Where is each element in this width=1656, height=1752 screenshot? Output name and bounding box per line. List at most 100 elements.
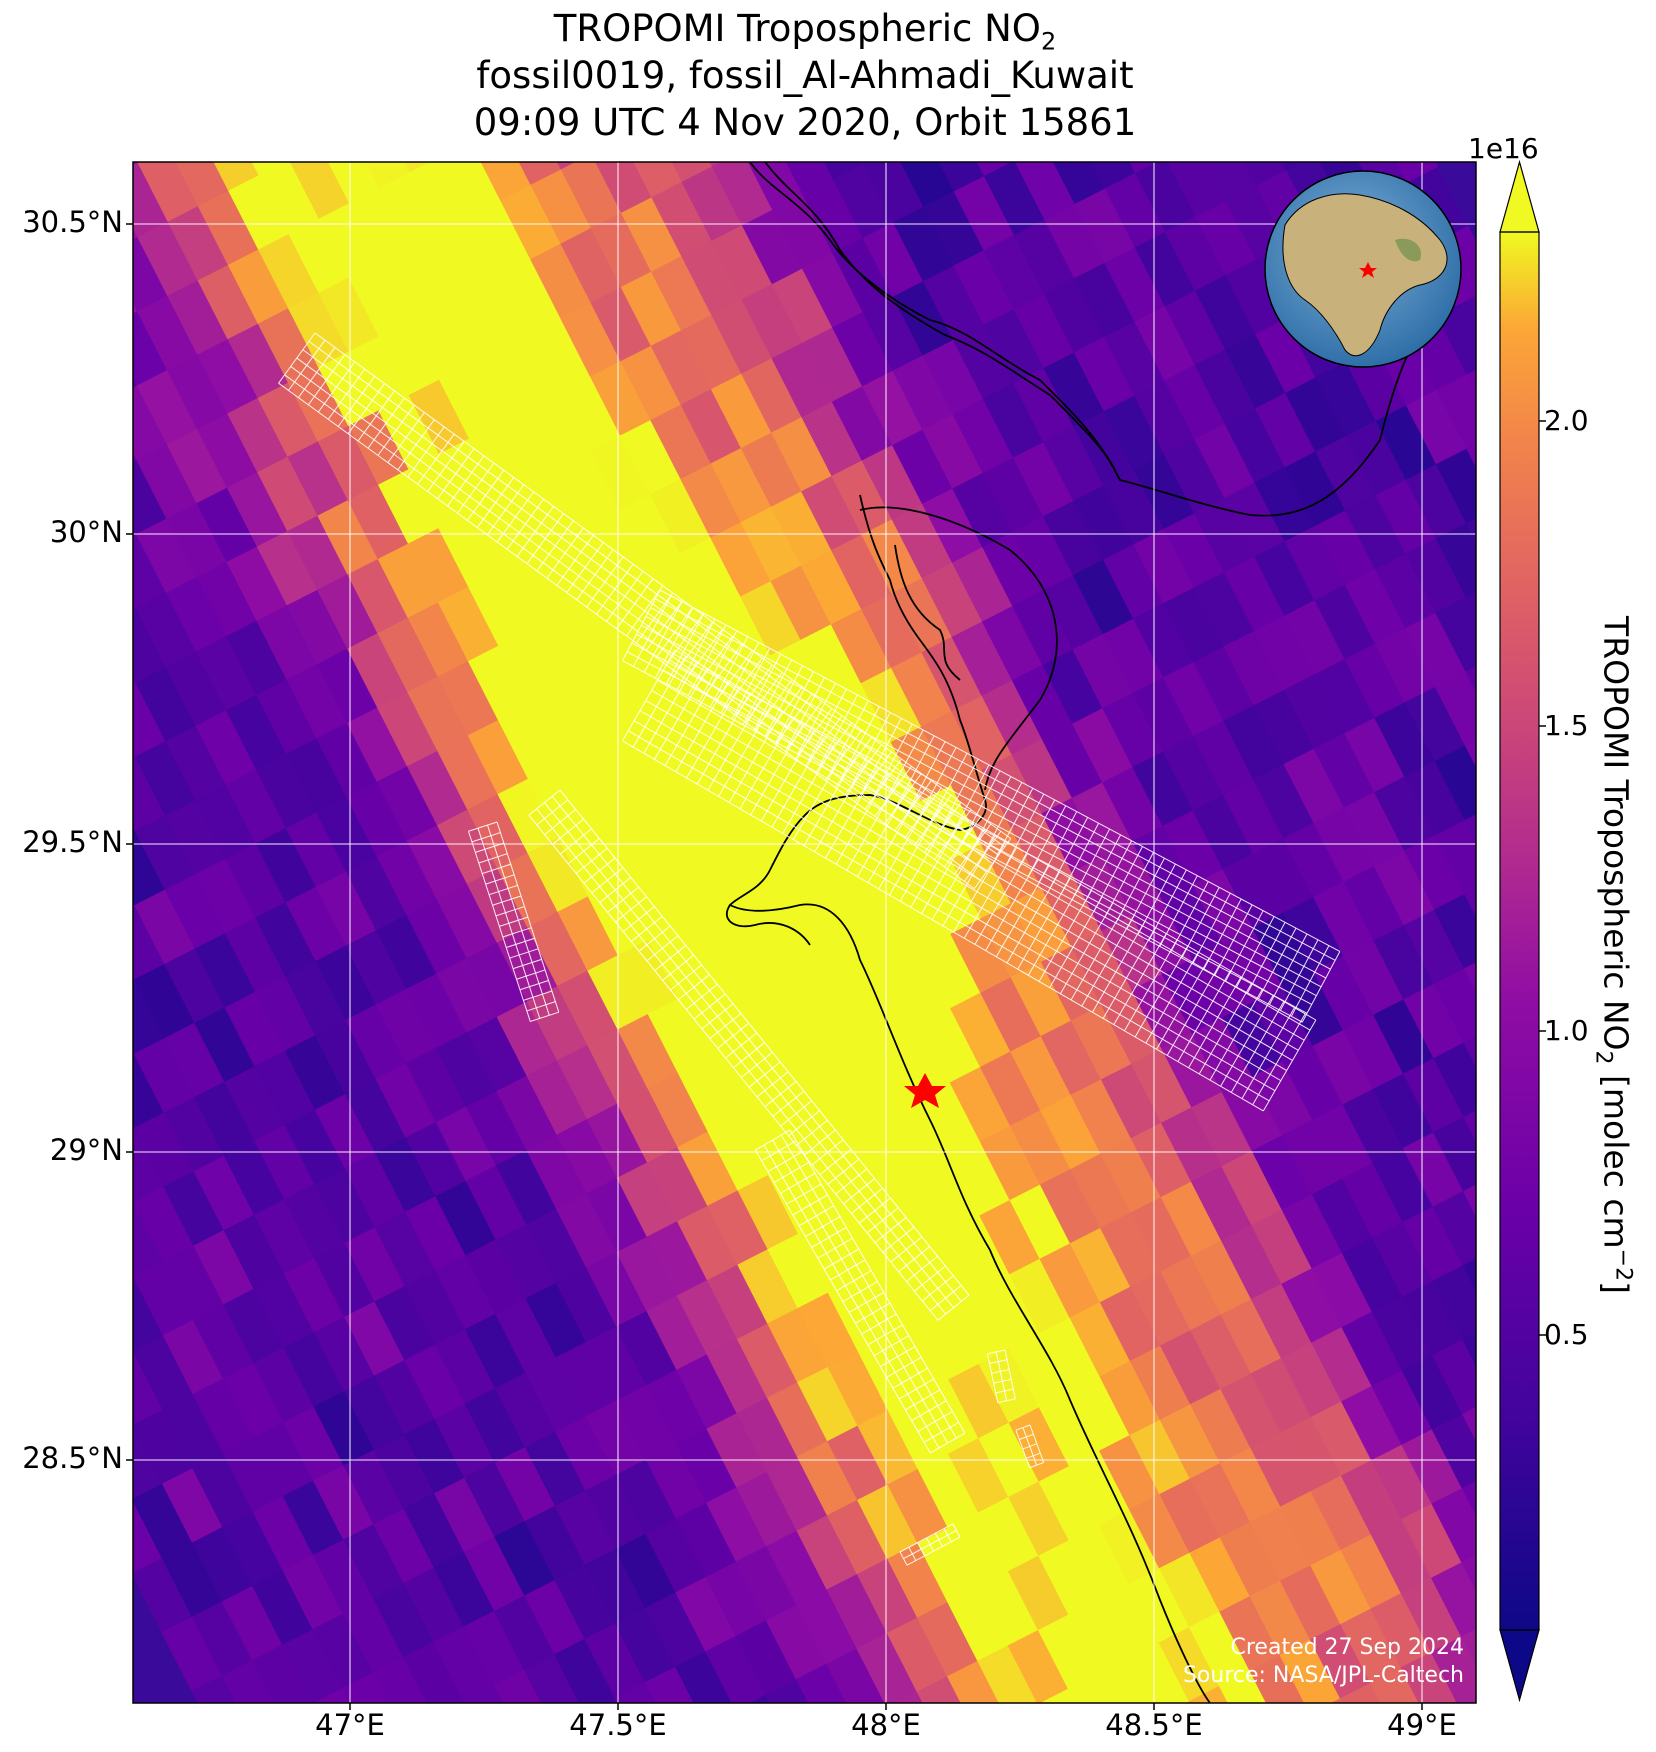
no2-pixel: [1223, 630, 1286, 707]
no2-pixel: [938, 162, 986, 193]
no2-pixel: [1128, 1567, 1191, 1644]
no2-pixel: [736, 1397, 799, 1473]
no2-pixel: [615, 1533, 677, 1609]
no2-pixel: [771, 342, 834, 419]
no2-pixel: [469, 199, 532, 276]
no2-pixel: [134, 889, 196, 965]
no2-pixel: [497, 704, 560, 780]
no2-pixel: [559, 376, 622, 452]
no2-pixel: [1189, 1537, 1251, 1613]
no2-pixel: [164, 948, 226, 1024]
no2-pixel: [313, 1465, 375, 1541]
no2-pixel: [1220, 1447, 1282, 1523]
no2-pixel: [345, 1078, 407, 1154]
no2-pixel: [525, 1208, 588, 1284]
no2-pixel: [1340, 1459, 1403, 1536]
no2-pixel: [1162, 810, 1224, 886]
no2-pixel: [1251, 1134, 1314, 1211]
no2-pixel: [1282, 971, 1345, 1047]
no2-pixel: [376, 840, 438, 916]
no2-pixel: [222, 1511, 284, 1587]
no2-pixel: [529, 317, 592, 394]
no2-pixel: [227, 249, 290, 325]
no2-pixel: [1461, 1480, 1476, 1517]
no2-pixel: [1073, 410, 1136, 487]
no2-pixel: [892, 355, 954, 431]
no2-pixel: [1343, 865, 1406, 942]
no2-pixel: [977, 1570, 1040, 1647]
no2-pixel: [1192, 794, 1255, 871]
no2-pixel: [711, 299, 773, 375]
lon-tick-label: 47°E: [315, 1708, 385, 1742]
no2-pixel: [831, 460, 893, 536]
no2-pixel: [166, 577, 228, 653]
no2-pixel: [498, 629, 560, 706]
no2-pixel: [133, 1276, 164, 1352]
no2-pixel: [133, 682, 167, 758]
no2-pixel: [1073, 336, 1136, 413]
no2-pixel: [133, 162, 139, 167]
no2-pixel: [1160, 1181, 1223, 1257]
no2-pixel: [1190, 1388, 1252, 1465]
no2-pixel: [887, 1468, 949, 1545]
no2-pixel: [951, 695, 1013, 771]
no2-pixel: [616, 1236, 678, 1312]
no2-pixel: [561, 79, 623, 154]
no2-pixel: [1330, 1698, 1344, 1703]
no2-pixel: [1193, 571, 1256, 648]
no2-pixel: [376, 765, 439, 842]
no2-pixel: [554, 1564, 617, 1640]
no2-pixel: [1344, 717, 1406, 793]
no2-pixel: [1160, 1329, 1222, 1406]
no2-pixel: [765, 1604, 828, 1681]
no2-pixel: [678, 834, 741, 910]
no2-pixel: [374, 1211, 437, 1287]
no2-pixel: [1431, 1487, 1476, 1564]
no2-pixel: [133, 1186, 195, 1262]
no2-pixel: [1402, 1280, 1464, 1357]
no2-pixel: [1370, 1518, 1433, 1595]
no2-pixel: [889, 1023, 951, 1099]
no2-pixel: [645, 1443, 708, 1520]
no2-pixel: [800, 698, 862, 774]
no2-pixel: [802, 252, 864, 329]
no2-pixel: [45, 713, 107, 789]
no2-pixel: [1102, 692, 1164, 768]
no2-pixel: [979, 1125, 1042, 1201]
no2-pixel: [373, 1582, 435, 1659]
no2-pixel: [709, 162, 723, 168]
no2-pixel: [741, 357, 803, 434]
no2-pixel: [644, 1666, 695, 1703]
no2-pixel: [136, 369, 199, 446]
no2-pixel: [680, 463, 742, 539]
no2-pixel: [1314, 584, 1377, 660]
no2-pixel: [191, 1600, 254, 1677]
no2-pixel: [1163, 661, 1225, 738]
no2-pixel: [316, 796, 378, 873]
no2-pixel: [737, 1174, 800, 1251]
no2-pixel: [440, 67, 502, 142]
no2-pixel: [466, 1016, 528, 1093]
no2-pixel: [258, 233, 320, 310]
no2-pixel: [221, 1659, 275, 1703]
no2-pixel: [555, 1415, 617, 1492]
no2-pixel: [1372, 1073, 1435, 1149]
no2-pixel: [1339, 1682, 1382, 1703]
no2-pixel: [223, 1214, 286, 1290]
no2-pixel: [317, 425, 380, 502]
no2-pixel: [194, 932, 257, 1009]
no2-pixel: [798, 995, 861, 1071]
no2-pixel: [861, 518, 923, 595]
no2-pixel: [862, 296, 924, 372]
no2-pixel: [1282, 1045, 1344, 1121]
no2-pixel: [435, 1180, 497, 1257]
no2-pixel: [1040, 1688, 1077, 1703]
no2-pixel: [346, 781, 408, 857]
no2-pixel: [679, 760, 741, 836]
no2-pixel: [436, 1032, 498, 1108]
no2-pixel: [1463, 1184, 1476, 1217]
no2-pixel: [1135, 83, 1197, 159]
no2-pixel: [900, 162, 955, 208]
no2-pixel: [463, 1536, 526, 1612]
no2-pixel: [133, 451, 138, 463]
